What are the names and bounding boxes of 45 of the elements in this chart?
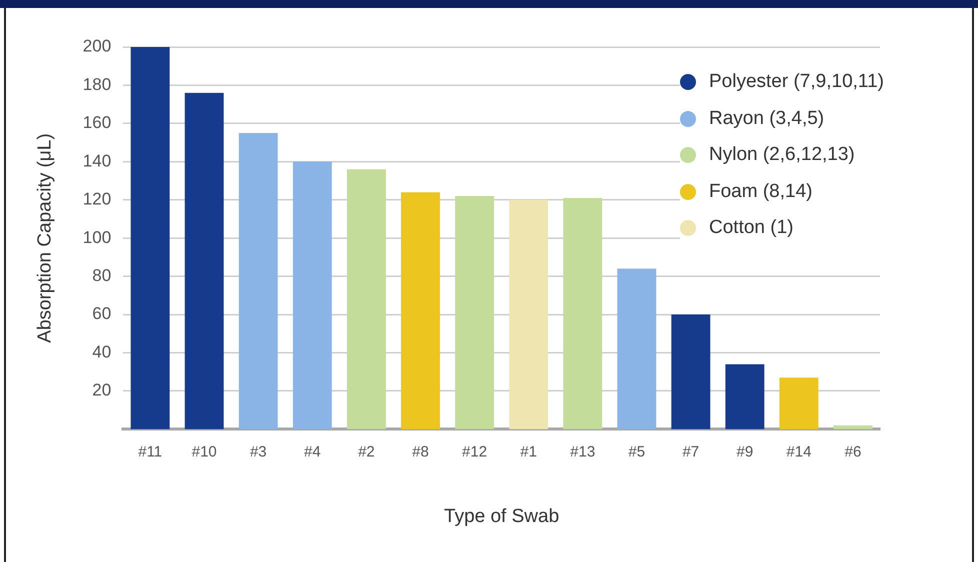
- y-tick-label: 40: [92, 342, 112, 362]
- legend-label: Foam (8,14): [709, 180, 812, 203]
- bar: [617, 268, 656, 430]
- x-tick-label: #6: [844, 443, 862, 460]
- x-tick-label: #1: [520, 443, 537, 460]
- y-tick-label: 20: [92, 380, 112, 400]
- bar: [509, 200, 548, 430]
- x-tick-label: #3: [250, 443, 267, 460]
- bar: [563, 198, 602, 430]
- bar: [346, 169, 386, 430]
- x-tick-label: #2: [358, 443, 375, 460]
- y-tick-label: 80: [92, 266, 112, 286]
- legend-label: Nylon (2,6,12,13): [709, 144, 855, 166]
- legend-label: Cotton (1): [709, 217, 794, 240]
- x-tick-label: #4: [304, 443, 321, 460]
- legend-label: Rayon (3,4,5): [709, 108, 824, 130]
- y-tick-label: 140: [82, 151, 112, 170]
- y-tick-label: 160: [82, 113, 112, 132]
- bar: [238, 132, 278, 430]
- y-axis-title: Absorption Capacity (μL): [34, 133, 56, 343]
- bar: [779, 378, 818, 430]
- x-tick-label: #14: [786, 443, 812, 460]
- bar: [130, 47, 170, 430]
- y-tick-label: 100: [82, 228, 112, 247]
- x-tick-label: #13: [570, 443, 596, 460]
- bar: [184, 92, 224, 430]
- y-tick-label: 200: [82, 36, 112, 56]
- bar: [725, 364, 764, 430]
- x-tick-label: #7: [682, 443, 700, 460]
- y-tick-label: 180: [82, 74, 112, 94]
- bar: [292, 162, 332, 430]
- x-tick-label: #9: [736, 443, 754, 460]
- bar: [671, 314, 710, 430]
- x-tick-label: #11: [138, 443, 162, 460]
- bar: [401, 192, 440, 430]
- x-tick-label: #5: [628, 443, 646, 460]
- x-tick-label: #12: [462, 443, 488, 460]
- x-axis-title: Type of Swab: [444, 506, 560, 527]
- y-tick-label: 60: [92, 304, 112, 324]
- x-tick-label: #10: [192, 443, 217, 460]
- legend-label: Polyester (7,9,10,11): [709, 71, 884, 94]
- bar: [455, 196, 494, 430]
- bar: [834, 425, 872, 430]
- x-tick-label: #8: [412, 443, 429, 460]
- y-tick-label: 120: [82, 190, 112, 209]
